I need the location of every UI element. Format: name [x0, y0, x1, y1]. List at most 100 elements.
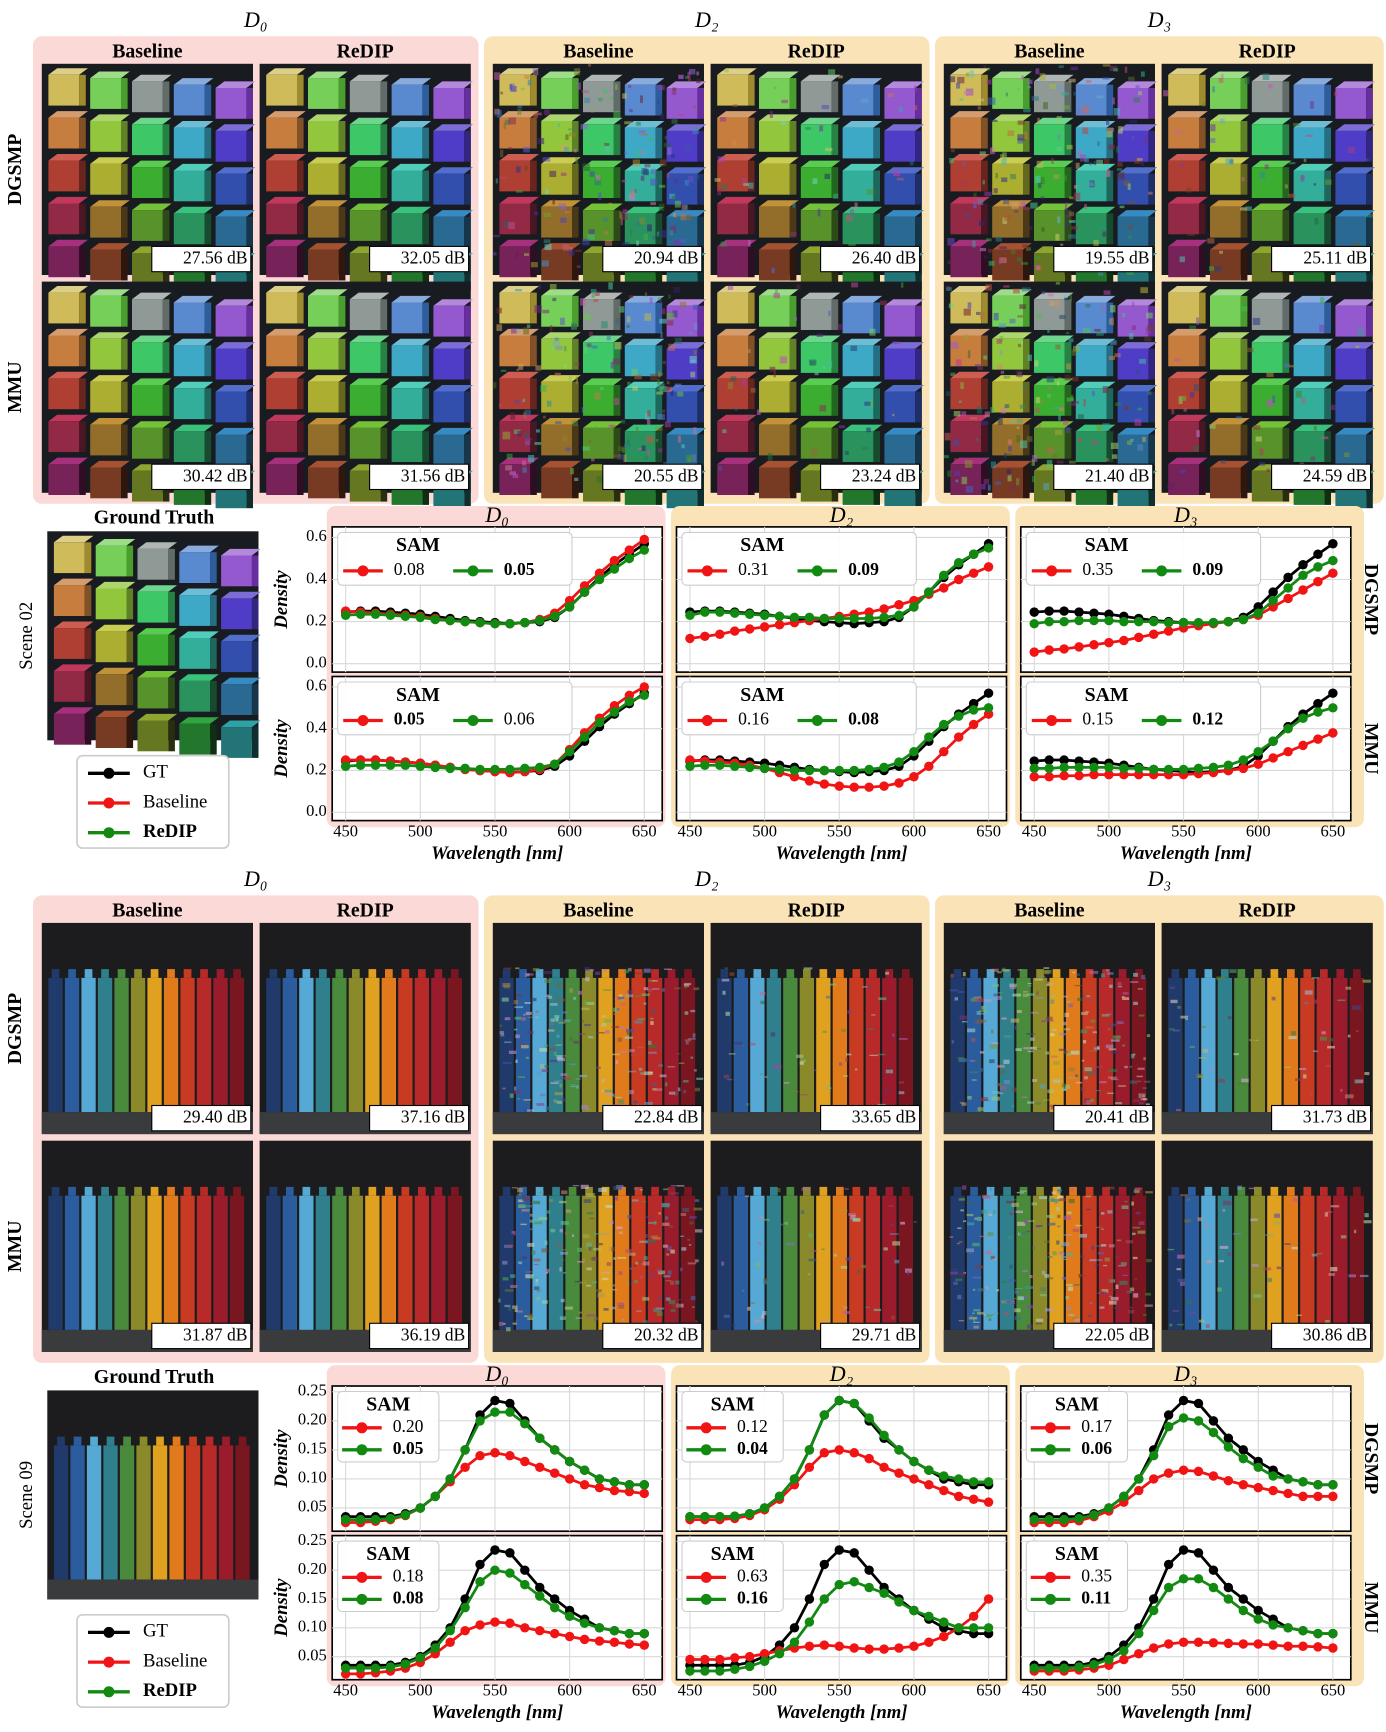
noise	[1041, 291, 1044, 294]
noise	[1253, 1294, 1261, 1297]
noise	[508, 222, 515, 229]
noise	[987, 1315, 992, 1317]
noise	[1187, 1198, 1191, 1200]
noise	[657, 379, 660, 384]
noise	[1069, 1199, 1075, 1203]
series-marker	[1328, 1480, 1337, 1489]
noise	[1015, 1048, 1021, 1051]
noise	[1289, 162, 1296, 164]
noise	[1041, 196, 1045, 198]
noise	[550, 1082, 558, 1084]
legend-marker	[103, 1686, 114, 1697]
noise	[514, 1000, 518, 1004]
series-marker	[1328, 1492, 1337, 1501]
noise	[1047, 328, 1049, 333]
series-marker	[894, 1643, 903, 1652]
noise	[553, 341, 560, 345]
noise	[1009, 1300, 1015, 1304]
noise	[1068, 1004, 1072, 1008]
noise	[632, 1280, 635, 1281]
noise	[1023, 994, 1029, 997]
noise	[1301, 175, 1305, 182]
series-marker	[715, 607, 724, 616]
noise	[693, 127, 699, 134]
x-tick-label: 500	[1097, 821, 1122, 840]
noise	[1349, 1274, 1356, 1277]
noise	[1069, 1068, 1076, 1072]
noise	[994, 188, 998, 193]
noise	[1091, 441, 1097, 444]
noise	[1209, 424, 1215, 428]
noise	[515, 252, 518, 258]
noise	[1091, 1246, 1094, 1250]
legend-label: Baseline	[143, 791, 207, 812]
cube-side	[832, 81, 839, 112]
series-marker	[924, 1480, 933, 1489]
noise	[1101, 1244, 1106, 1246]
method-header: ReDIP	[788, 40, 845, 62]
noise	[666, 1253, 669, 1255]
noise	[850, 346, 857, 351]
noise	[728, 382, 733, 389]
noise	[970, 70, 974, 77]
sam-box	[338, 682, 572, 735]
series-marker	[1030, 772, 1039, 781]
noise	[1133, 1002, 1138, 1005]
noise	[663, 1188, 668, 1190]
noise	[1288, 194, 1295, 198]
noise	[1059, 1033, 1066, 1035]
cube-side	[873, 171, 880, 202]
noise	[1144, 1081, 1150, 1083]
noise	[1310, 457, 1315, 461]
noise	[795, 1091, 799, 1092]
noise	[756, 1007, 759, 1009]
noise	[603, 1233, 609, 1234]
noise	[1141, 975, 1145, 979]
noise	[761, 1219, 770, 1221]
noise	[1080, 1255, 1084, 1257]
series-marker	[984, 1477, 993, 1486]
cube-face	[499, 204, 530, 235]
noise	[972, 241, 975, 248]
cube-face	[96, 631, 127, 662]
cube-side	[656, 213, 663, 244]
noise	[675, 987, 681, 989]
sam-title: SAM	[1055, 1543, 1099, 1565]
series-marker	[1224, 1594, 1233, 1603]
cube-side	[748, 378, 755, 409]
noise	[1260, 172, 1266, 178]
noise	[554, 1099, 557, 1102]
noise	[1325, 180, 1331, 185]
noise	[855, 1069, 857, 1071]
noise	[1037, 118, 1039, 124]
noise	[1284, 363, 1289, 367]
cube-face	[884, 306, 915, 337]
noise	[1021, 76, 1024, 80]
noise	[843, 1075, 848, 1076]
series-marker	[775, 612, 784, 621]
noise	[559, 1201, 566, 1203]
noise	[1003, 285, 1009, 287]
noise	[549, 347, 554, 352]
legend-label: Baseline	[143, 1650, 207, 1671]
noise	[560, 318, 565, 325]
noise	[992, 1091, 999, 1094]
noise	[671, 1309, 676, 1312]
noise	[1105, 1258, 1110, 1262]
sam-marker	[358, 715, 369, 726]
crayon-tip	[118, 969, 126, 978]
method-header: ReDIP	[1239, 40, 1296, 62]
noise	[771, 1032, 775, 1036]
cube-side	[127, 589, 134, 620]
crayon-tip	[954, 969, 962, 978]
cube-side	[1107, 345, 1114, 376]
series-marker	[1209, 1583, 1218, 1592]
noise	[1018, 120, 1025, 124]
cube-side	[79, 118, 86, 149]
noise	[508, 1245, 514, 1247]
crayon-body	[299, 978, 313, 1112]
noise	[794, 317, 797, 321]
noise	[635, 150, 640, 158]
noise	[539, 1217, 548, 1220]
noise	[1062, 1022, 1067, 1025]
